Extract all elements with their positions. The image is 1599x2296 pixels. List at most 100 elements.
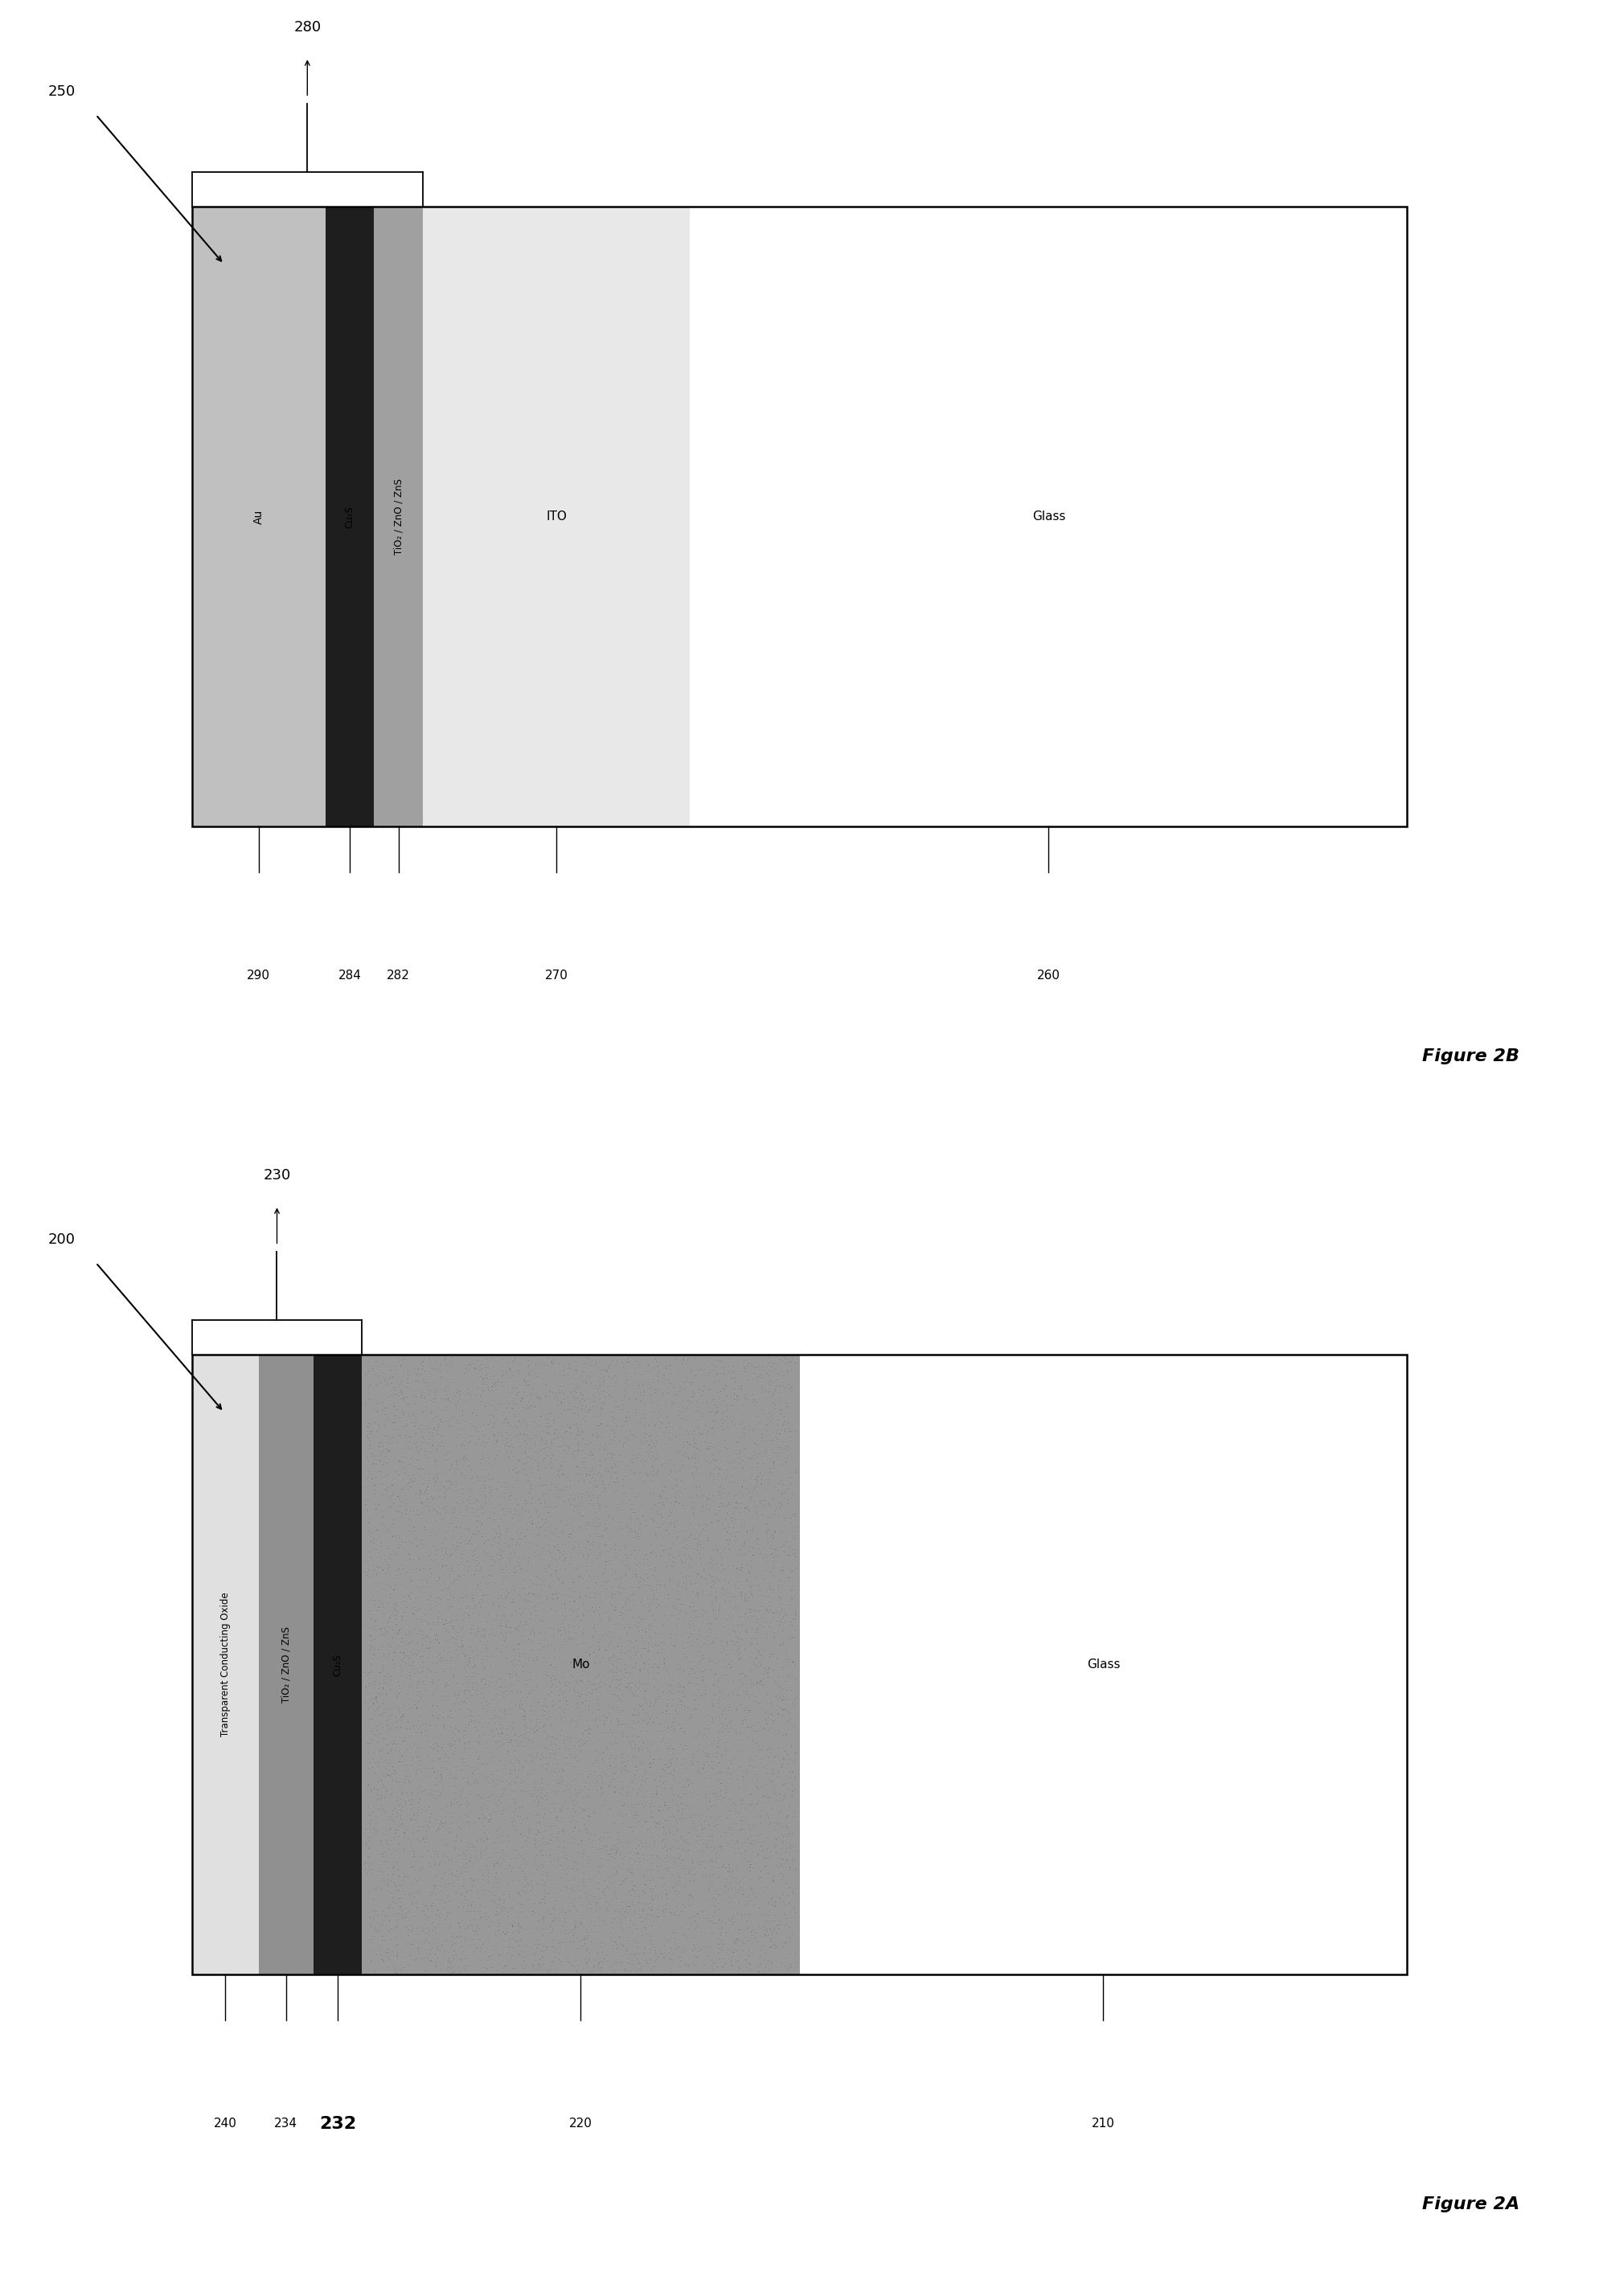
Point (585, 1557, 611, 1593)
Point (648, 1396, 673, 1433)
Point (600, 1552, 625, 1589)
Point (755, 1830, 780, 1867)
Point (707, 1828, 732, 1864)
Point (766, 1465, 792, 1502)
Point (716, 1853, 742, 1890)
Point (489, 1570, 515, 1607)
Point (510, 1938, 536, 1975)
Point (382, 1453, 408, 1490)
Point (422, 1876, 448, 1913)
Point (764, 1428, 790, 1465)
Point (421, 1467, 446, 1504)
Point (413, 1378, 438, 1414)
Point (737, 1479, 763, 1515)
Point (769, 1612, 795, 1649)
Point (558, 1802, 584, 1839)
Point (425, 1699, 451, 1736)
Point (627, 1651, 652, 1688)
Point (696, 1880, 721, 1917)
Point (681, 1681, 707, 1717)
Point (369, 1446, 395, 1483)
Point (584, 1605, 609, 1642)
Point (577, 1954, 603, 1991)
Point (608, 1917, 633, 1954)
Text: 220: 220 (569, 2117, 592, 2131)
Point (532, 1729, 558, 1766)
Point (689, 1814, 715, 1851)
Point (451, 1580, 477, 1616)
Point (537, 1660, 563, 1697)
Point (755, 1515, 780, 1552)
Point (496, 1754, 521, 1791)
Point (753, 1355, 779, 1391)
Point (537, 1557, 563, 1593)
Point (537, 1894, 563, 1931)
Point (590, 1456, 616, 1492)
Point (584, 1885, 609, 1922)
Point (713, 1626, 739, 1662)
Point (651, 1359, 676, 1396)
Point (590, 1733, 616, 1770)
Point (760, 1754, 785, 1791)
Point (574, 1798, 600, 1835)
Point (585, 1864, 611, 1901)
Point (435, 1345, 461, 1382)
Point (528, 1483, 553, 1520)
Point (729, 1403, 755, 1440)
Point (469, 1417, 494, 1453)
Point (422, 1371, 448, 1407)
Point (689, 1373, 715, 1410)
Point (782, 1743, 807, 1779)
Point (392, 1635, 417, 1671)
Point (641, 1947, 667, 1984)
Point (368, 1584, 393, 1621)
Point (603, 1357, 628, 1394)
Point (688, 1417, 713, 1453)
Point (403, 1733, 429, 1770)
Point (504, 1839, 529, 1876)
Point (564, 1417, 590, 1453)
Point (686, 1522, 712, 1559)
Point (414, 1807, 440, 1844)
Point (774, 1899, 800, 1936)
Point (612, 1706, 638, 1743)
Point (561, 1584, 587, 1621)
Point (697, 1784, 723, 1821)
Point (373, 1469, 398, 1506)
Point (469, 1839, 494, 1876)
Point (435, 1841, 461, 1878)
Point (491, 1841, 516, 1878)
Point (542, 1479, 568, 1515)
Point (614, 1669, 640, 1706)
Point (424, 1688, 449, 1724)
Point (608, 1938, 633, 1975)
Point (411, 1527, 437, 1564)
Point (699, 1704, 724, 1740)
Point (467, 1352, 492, 1389)
Point (697, 1339, 723, 1375)
Point (563, 1486, 588, 1522)
Point (582, 1637, 608, 1674)
Point (445, 1635, 470, 1671)
Point (779, 1915, 804, 1952)
Point (537, 1795, 563, 1832)
Point (357, 1559, 382, 1596)
Point (601, 1874, 627, 1910)
Point (496, 1440, 521, 1476)
Point (393, 1644, 419, 1681)
Point (536, 1876, 561, 1913)
Point (580, 1793, 606, 1830)
Point (494, 1419, 520, 1456)
Point (480, 1364, 505, 1401)
Point (363, 1871, 389, 1908)
Point (472, 1756, 497, 1793)
Point (422, 1364, 448, 1401)
Point (385, 1442, 411, 1479)
Point (401, 1864, 427, 1901)
Point (648, 1479, 673, 1515)
Point (454, 1747, 480, 1784)
Point (515, 1366, 540, 1403)
Point (619, 1649, 644, 1685)
Point (504, 1674, 529, 1711)
Point (531, 1871, 556, 1908)
